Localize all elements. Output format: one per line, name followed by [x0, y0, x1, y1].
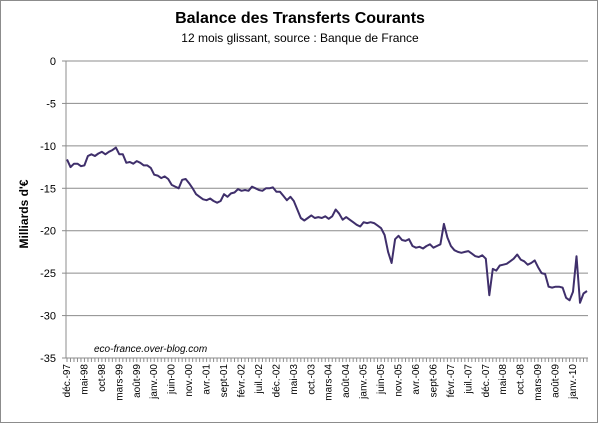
x-tick-label: févr.-07 [446, 364, 457, 398]
plot-area: 0 -5 -10 -15 -20 -25 -30 -35 déc.-97 mai-98 oct-98… [40, 56, 588, 401]
x-tick-label: mai-03 [289, 364, 300, 395]
x-tick-label: mars-04 [324, 364, 335, 401]
y-tick-label: -30 [40, 311, 56, 323]
series-line [66, 146, 588, 304]
x-tick-label: déc.-02 [271, 364, 282, 398]
y-tick-label: -5 [46, 98, 56, 110]
x-tick-label: juil.-02 [254, 364, 265, 395]
x-tick-label: avr.-01 [202, 364, 213, 395]
x-tick-label: févr.-02 [237, 364, 248, 398]
x-tick-label: mars-09 [533, 364, 544, 401]
x-tick-label: déc.-97 [62, 364, 73, 398]
y-tick-label: -10 [40, 141, 56, 153]
x-tick-label: déc.-07 [481, 364, 492, 398]
y-tick-label: -20 [40, 226, 56, 238]
plot-background [66, 61, 588, 358]
y-tick-label: 0 [50, 56, 56, 68]
x-tick-label: oct.-03 [306, 364, 317, 395]
y-axis-label: Milliards d'€ [17, 179, 31, 248]
x-tick-label: août-04 [341, 364, 352, 398]
x-tick-label: nov.-00 [184, 364, 195, 397]
y-tick-label: -35 [40, 353, 56, 365]
x-tick-label: oct-98 [97, 364, 108, 392]
x-tick-label: mai-08 [498, 364, 509, 395]
x-tick-label: janv.-10 [568, 364, 579, 400]
x-tick-label: janv.-05 [359, 364, 370, 400]
x-tick-label: mars-99 [114, 364, 125, 401]
x-tick-label: juin-00 [167, 364, 178, 395]
x-tick-label: juil.-07 [463, 364, 474, 395]
source-annotation: eco-france.over-blog.com [94, 344, 207, 355]
x-tick-label: oct.-08 [516, 364, 527, 395]
chart-title: Balance des Transferts Courants [175, 10, 425, 27]
x-tick-label: août-09 [551, 364, 562, 398]
x-tick-label: sept-06 [428, 364, 439, 398]
x-tick-label: mai-98 [79, 364, 90, 395]
x-tick-label: sept-01 [219, 364, 230, 398]
chart-subtitle: 12 mois glissant, source : Banque de Fra… [181, 31, 419, 45]
x-tick-label: avr.-06 [411, 364, 422, 395]
x-tick-label: juin-05 [376, 364, 387, 395]
x-tick-label: nov.-05 [394, 364, 405, 397]
y-tick-label: -25 [40, 268, 56, 280]
x-tick-label: janv.-00 [149, 364, 160, 400]
y-tick-label: -15 [40, 183, 56, 195]
x-tick-label: août-99 [132, 364, 143, 398]
